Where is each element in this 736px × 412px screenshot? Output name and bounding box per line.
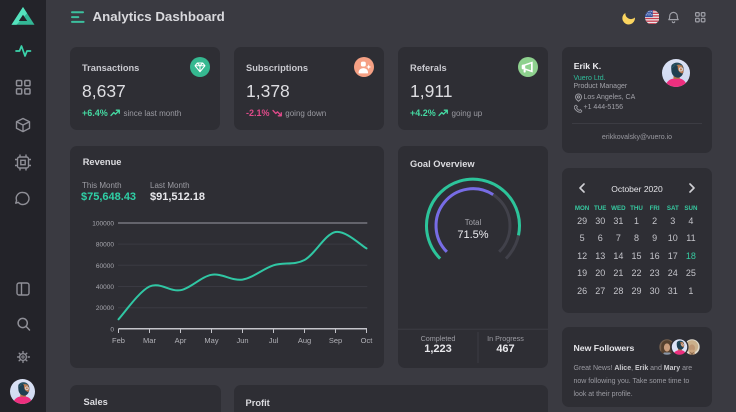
- svg-text:Feb: Feb: [112, 336, 125, 345]
- svg-text:40000: 40000: [96, 284, 114, 291]
- svg-text:Apr: Apr: [175, 336, 187, 345]
- svg-text:Aug: Aug: [298, 336, 311, 345]
- svg-text:Jun: Jun: [236, 336, 248, 345]
- svg-text:Sep: Sep: [329, 336, 342, 345]
- svg-text:60000: 60000: [96, 263, 114, 270]
- svg-text:Jul: Jul: [269, 336, 279, 345]
- svg-text:20000: 20000: [96, 305, 114, 312]
- svg-text:May: May: [204, 336, 218, 345]
- svg-text:0: 0: [110, 326, 114, 333]
- svg-text:Oct: Oct: [361, 336, 374, 345]
- svg-text:100000: 100000: [92, 221, 114, 228]
- svg-text:Mar: Mar: [143, 336, 156, 345]
- svg-text:80000: 80000: [96, 242, 114, 249]
